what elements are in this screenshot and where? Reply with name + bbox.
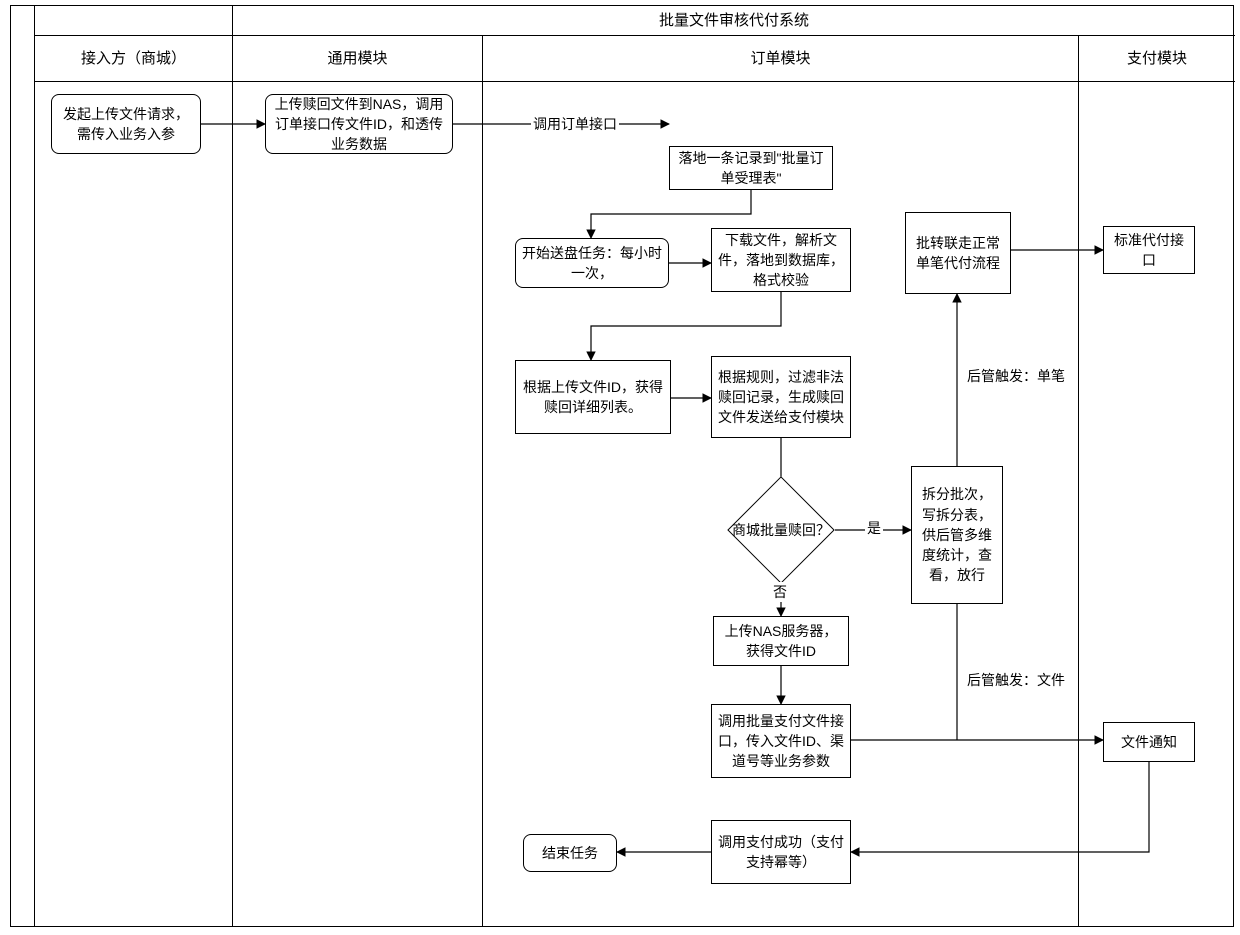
node-label: 发起上传文件请求，需传入业务入参: [58, 104, 194, 145]
node-start-task: 开始送盘任务：每小时一次，: [515, 238, 669, 288]
lane-header-order: 订单模块: [483, 36, 1079, 82]
node-label: 标准代付接口: [1110, 230, 1188, 271]
lane-header-pay: 支付模块: [1079, 36, 1235, 82]
node-split-batch: 拆分批次，写拆分表，供后管多维度统计，查看，放行: [911, 466, 1003, 604]
node-label: 调用支付成功（支付支持幂等）: [718, 832, 844, 873]
node-end-task: 结束任务: [523, 834, 617, 872]
node-label: 根据规则，过滤非法赎回记录，生成赎回文件发送给支付模块: [718, 367, 844, 428]
edge-label-call: 调用订单接口: [531, 114, 619, 134]
node-label: 上传NAS服务器，获得文件ID: [720, 621, 842, 662]
node-upload-nas-get-id: 上传NAS服务器，获得文件ID: [713, 616, 849, 666]
node-label: 结束任务: [542, 843, 598, 863]
node-label: 拆分批次，写拆分表，供后管多维度统计，查看，放行: [918, 484, 996, 585]
node-label: 商城批量赎回？: [726, 490, 836, 570]
node-file-notify: 文件通知: [1103, 722, 1195, 762]
corner-cell: [35, 6, 233, 36]
node-label: 调用批量支付文件接口，传入文件ID、渠道号等业务参数: [718, 711, 844, 772]
edge-label-yes: 是: [865, 518, 883, 538]
node-label: 根据上传文件ID，获得赎回详细列表。: [522, 377, 664, 418]
edge-label-no: 否: [771, 582, 789, 602]
node-upload-request: 发起上传文件请求，需传入业务入参: [51, 94, 201, 154]
node-record-table: 落地一条记录到"批量订单受理表": [669, 146, 833, 190]
node-upload-nas: 上传赎回文件到NAS，调用订单接口传文件ID，和透传业务数据: [265, 94, 453, 154]
node-pay-success: 调用支付成功（支付支持幂等）: [711, 820, 851, 884]
node-label: 上传赎回文件到NAS，调用订单接口传文件ID，和透传业务数据: [272, 94, 446, 155]
node-download-parse: 下载文件，解析文件，落地到数据库，格式校验: [711, 228, 851, 292]
decision-batch-redeem: 商城批量赎回？: [726, 490, 836, 570]
node-filter-rules: 根据规则，过滤非法赎回记录，生成赎回文件发送给支付模块: [711, 356, 851, 438]
lane-body-access: [35, 82, 233, 926]
node-call-batch-pay: 调用批量支付文件接口，传入文件ID、渠道号等业务参数: [711, 704, 851, 778]
edge-label-file: 后管触发：文件: [965, 670, 1067, 690]
lane-header-access: 接入方（商城）: [35, 36, 233, 82]
node-get-detail-list: 根据上传文件ID，获得赎回详细列表。: [515, 360, 671, 434]
node-label: 落地一条记录到"批量订单受理表": [676, 148, 826, 189]
edge-label-single: 后管触发：单笔: [965, 366, 1067, 386]
node-standard-pay: 标准代付接口: [1103, 226, 1195, 274]
node-label: 开始送盘任务：每小时一次，: [522, 243, 662, 284]
lane-header-common: 通用模块: [233, 36, 483, 82]
swimlane-diagram: 批量文件审核代付系统 接入方（商城） 通用模块 订单模块 支付模块: [10, 5, 1234, 927]
diagram-title: 批量文件审核代付系统: [233, 6, 1235, 36]
node-label: 批转联走正常单笔代付流程: [912, 233, 1004, 274]
lane-body-common: [233, 82, 483, 926]
left-gutter: [11, 6, 35, 926]
node-single-flow: 批转联走正常单笔代付流程: [905, 212, 1011, 294]
node-label: 文件通知: [1121, 732, 1177, 752]
node-label: 下载文件，解析文件，落地到数据库，格式校验: [718, 230, 844, 291]
